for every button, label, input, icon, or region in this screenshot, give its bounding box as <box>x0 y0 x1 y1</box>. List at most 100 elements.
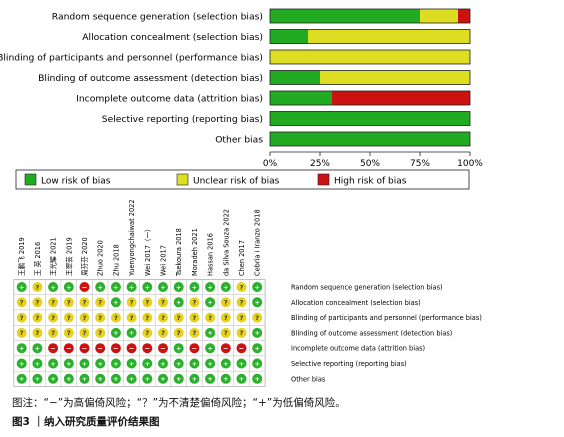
risk-dot-unclear <box>63 297 74 308</box>
risk-symbol: + <box>35 345 40 353</box>
risk-symbol: − <box>82 283 87 291</box>
risk-symbol: ? <box>130 299 134 307</box>
risk-symbol: + <box>113 360 118 368</box>
risk-symbol: + <box>19 283 24 291</box>
risk-dot-low <box>32 358 43 369</box>
risk-symbol: + <box>19 360 24 368</box>
risk-dot-unclear <box>205 312 216 323</box>
risk-symbol: + <box>66 375 71 383</box>
bar-category-label: Blinding of outcome assessment (detectio… <box>38 73 263 84</box>
risk-dot-low <box>236 358 247 369</box>
risk-symbol: + <box>176 360 181 368</box>
risk-symbol: ? <box>98 329 102 337</box>
risk-symbol: ? <box>114 314 118 322</box>
risk-symbol: + <box>160 360 165 368</box>
risk-symbol: ? <box>224 299 228 307</box>
risk-dot-low <box>95 373 106 384</box>
risk-dot-low <box>110 358 121 369</box>
risk-dot-high <box>63 343 74 354</box>
figure-note: 图注：“−”为高偏倚风险；“？”为不清楚偏倚风险；“+”为低偏倚风险。 <box>12 397 346 409</box>
risk-dot-low <box>158 282 168 292</box>
risk-symbol: + <box>223 375 228 383</box>
risk-dot-low <box>63 358 74 369</box>
risk-dot-unclear <box>158 297 168 308</box>
x-tick-label: 100% <box>457 159 483 169</box>
risk-symbol: ? <box>145 314 149 322</box>
risk-symbol: + <box>145 283 150 291</box>
bar-segment <box>270 29 308 44</box>
risk-dot-low <box>205 327 216 338</box>
risk-dot-unclear <box>79 312 90 323</box>
risk-dot-low <box>189 358 200 369</box>
risk-symbol: ? <box>51 299 55 307</box>
risk-dot-low <box>189 282 200 292</box>
risk-dot-low <box>158 358 168 369</box>
risk-dot-high <box>158 343 168 354</box>
risk-dot-unclear <box>95 327 106 338</box>
risk-symbol: + <box>113 375 118 383</box>
bar-segment <box>458 9 470 23</box>
bar-segment <box>308 29 470 44</box>
bar-outline <box>269 29 471 44</box>
risk-symbol: ? <box>161 299 165 307</box>
risk-dot-unclear <box>220 297 231 308</box>
risk-of-bias-bar-chart: Random sequence generation (selection bi… <box>0 8 483 190</box>
risk-symbol: ? <box>83 314 87 322</box>
bar-category-label: Selective reporting (reporting bias) <box>102 114 263 125</box>
risk-symbol: + <box>82 360 87 368</box>
risk-symbol: ? <box>83 329 87 337</box>
study-column-label: Yuenyongchaiwat 2022 <box>128 199 136 277</box>
risk-symbol: ? <box>240 314 244 322</box>
bar-segment <box>270 9 420 23</box>
risk-symbol: + <box>113 329 118 337</box>
risk-symbol: ? <box>67 329 71 337</box>
risk-symbol: + <box>223 360 228 368</box>
risk-dot-unclear <box>32 327 43 338</box>
risk-symbol: ? <box>177 314 181 322</box>
risk-dot-low <box>236 373 247 384</box>
bar-outline <box>269 8 471 24</box>
risk-symbol: + <box>50 375 55 383</box>
risk-dot-high <box>79 343 90 354</box>
risk-dot-unclear <box>158 327 168 338</box>
risk-dot-low <box>142 358 153 369</box>
risk-symbol: + <box>160 375 165 383</box>
risk-dot-unclear <box>158 312 168 323</box>
risk-dot-low <box>252 327 263 338</box>
figure-title: 图3 ｜纳入研究质量评价结果图 <box>12 416 160 428</box>
domain-row-label: Incomplete outcome data (attrition bias) <box>291 345 425 353</box>
study-column-label: Zhuo 2020 <box>97 240 105 276</box>
risk-dot-unclear <box>95 297 106 308</box>
risk-symbol: + <box>192 360 197 368</box>
risk-dot-unclear <box>173 312 184 323</box>
risk-dot-unclear <box>236 312 247 323</box>
risk-symbol: ? <box>36 314 40 322</box>
risk-dot-low <box>63 373 74 384</box>
risk-dot-low <box>16 373 27 384</box>
risk-dot-unclear <box>32 297 43 308</box>
study-column-label: Zhu 2018 <box>112 244 120 276</box>
risk-symbol: ? <box>193 314 197 322</box>
risk-dot-unclear <box>252 312 263 323</box>
risk-dot-low <box>252 343 263 354</box>
study-column-label: da Silva Souza 2022 <box>222 209 230 276</box>
bar-category-label: Allocation concealment (selection bias) <box>82 32 263 43</box>
risk-symbol: + <box>176 345 181 353</box>
risk-symbol: + <box>129 375 134 383</box>
risk-symbol: + <box>192 283 197 291</box>
risk-dot-high <box>189 343 200 354</box>
risk-symbol: + <box>254 283 259 291</box>
study-column-label: Cebria i Iranzo 2018 <box>254 209 262 276</box>
risk-dot-low <box>63 282 74 292</box>
risk-symbol: ? <box>67 299 71 307</box>
bar-outline <box>269 90 471 106</box>
bar-chart-legend: Low risk of bias Unclear risk of bias High… <box>15 169 470 190</box>
risk-symbol: ? <box>98 299 102 307</box>
risk-dot-unclear <box>16 312 27 323</box>
risk-dot-high <box>110 343 121 354</box>
risk-dot-unclear <box>220 327 231 338</box>
risk-dot-unclear <box>142 312 153 323</box>
risk-dot-high <box>142 343 153 354</box>
risk-symbol: + <box>113 299 118 307</box>
risk-symbol: + <box>254 375 259 383</box>
